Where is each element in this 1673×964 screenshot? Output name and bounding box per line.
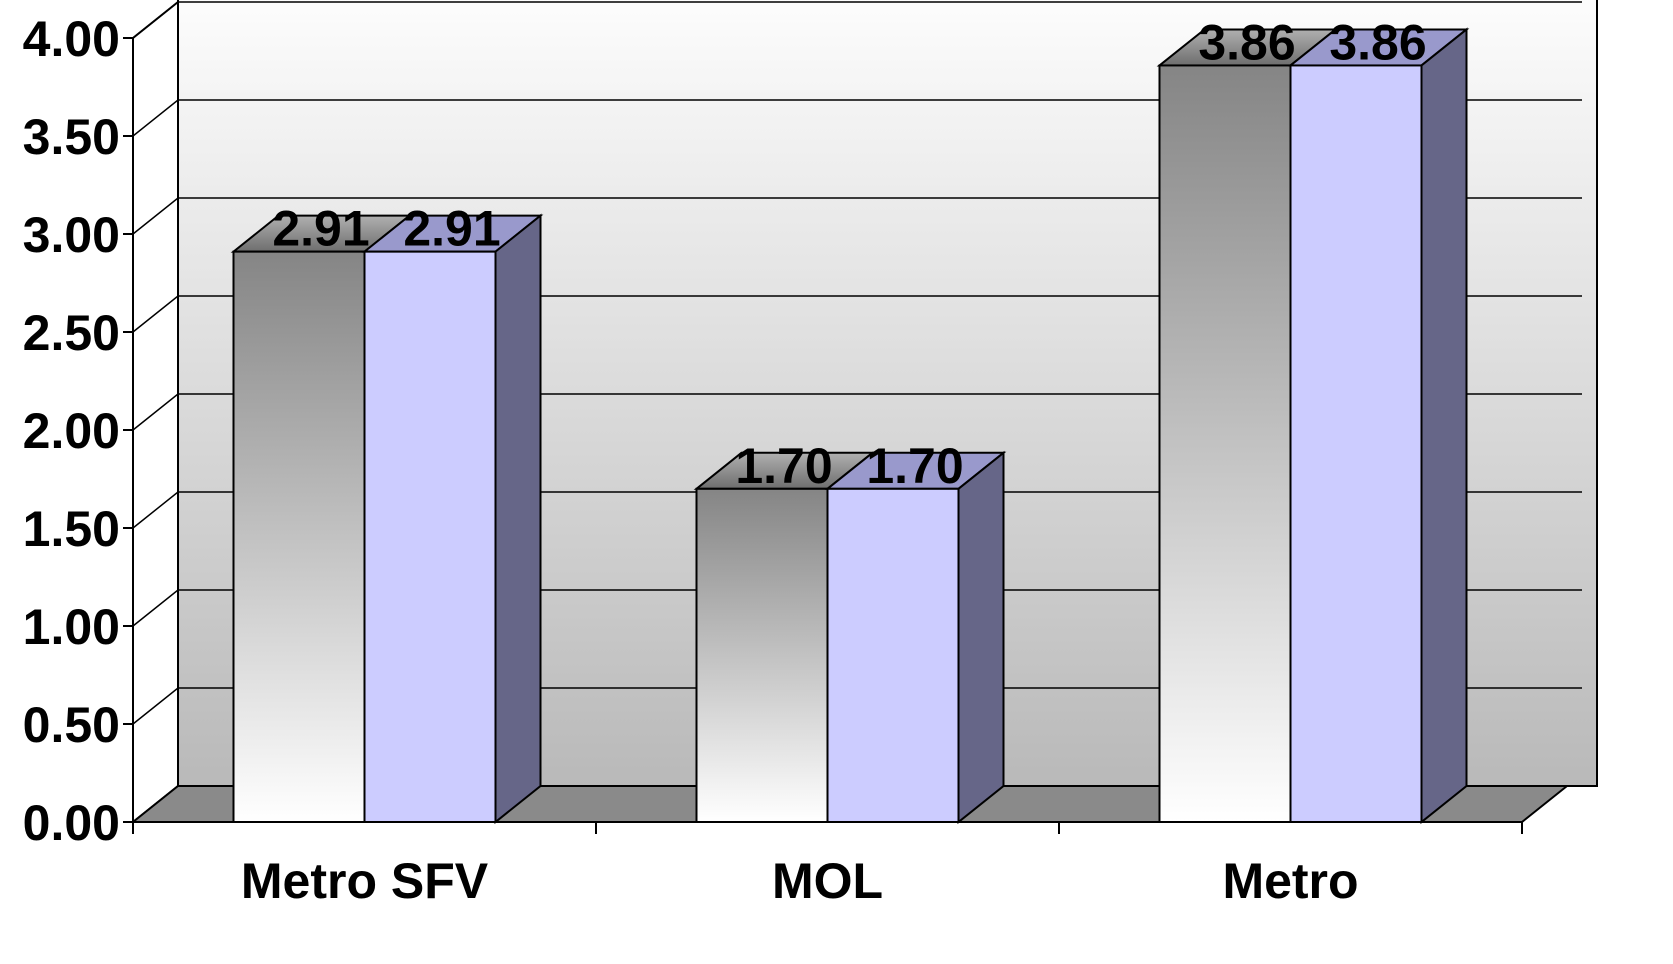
bar-s2-0 bbox=[363, 250, 497, 823]
y-tick-label-2: 1.00 bbox=[23, 599, 120, 655]
data-label-s1-2: 3.86 bbox=[1198, 14, 1295, 70]
bar-side-s2-2 bbox=[1420, 27, 1468, 825]
gridline-4 bbox=[132, 393, 1582, 431]
data-label-s1-0: 2.91 bbox=[272, 201, 369, 257]
gridline-8 bbox=[132, 1, 1582, 39]
bar-s2-1 bbox=[826, 487, 960, 823]
gridline-1 bbox=[132, 687, 1582, 725]
gridline-7 bbox=[132, 99, 1582, 137]
bar-s1-2 bbox=[1158, 64, 1292, 823]
y-tick-label-0: 0.00 bbox=[23, 795, 120, 851]
bar-side-s2-0 bbox=[494, 213, 542, 825]
y-tick-label-3: 1.50 bbox=[23, 501, 120, 557]
bar-side-s2-1 bbox=[957, 450, 1005, 825]
gridlines bbox=[132, 1, 1582, 823]
bar-s2-2 bbox=[1289, 64, 1423, 823]
x-tick-label-0: Metro SFV bbox=[241, 853, 489, 909]
data-label-s2-0: 2.91 bbox=[403, 201, 500, 257]
bar-s1-1 bbox=[695, 487, 829, 823]
bar-s1-0 bbox=[232, 250, 366, 823]
gridline-2 bbox=[132, 589, 1582, 627]
y-tick-label-7: 3.50 bbox=[23, 109, 120, 165]
y-tick-label-8: 4.00 bbox=[23, 11, 120, 67]
y-tick-label-1: 0.50 bbox=[23, 697, 120, 753]
x-tick-label-1: MOL bbox=[772, 853, 883, 909]
gridline-3 bbox=[132, 491, 1582, 529]
axes: 0.00 0.50 1.00 1.50 2.00 2.50 3.00 3.50 4.00 Metr… bbox=[23, 11, 1523, 909]
data-label-s1-1: 1.70 bbox=[735, 438, 832, 494]
gridline-6 bbox=[132, 197, 1582, 235]
gridline-5 bbox=[132, 295, 1582, 333]
data-label-s2-2: 3.86 bbox=[1329, 14, 1426, 70]
data-labels: 2.91 2.91 1.70 1.70 3.86 3.86 bbox=[272, 14, 1426, 493]
y-tick-label-5: 2.50 bbox=[23, 305, 120, 361]
x-tick-label-2: Metro bbox=[1222, 853, 1358, 909]
y-tick-label-4: 2.00 bbox=[23, 403, 120, 459]
bars bbox=[230, 27, 1470, 825]
y-tick-label-6: 3.00 bbox=[23, 207, 120, 263]
data-label-s2-1: 1.70 bbox=[866, 438, 963, 494]
